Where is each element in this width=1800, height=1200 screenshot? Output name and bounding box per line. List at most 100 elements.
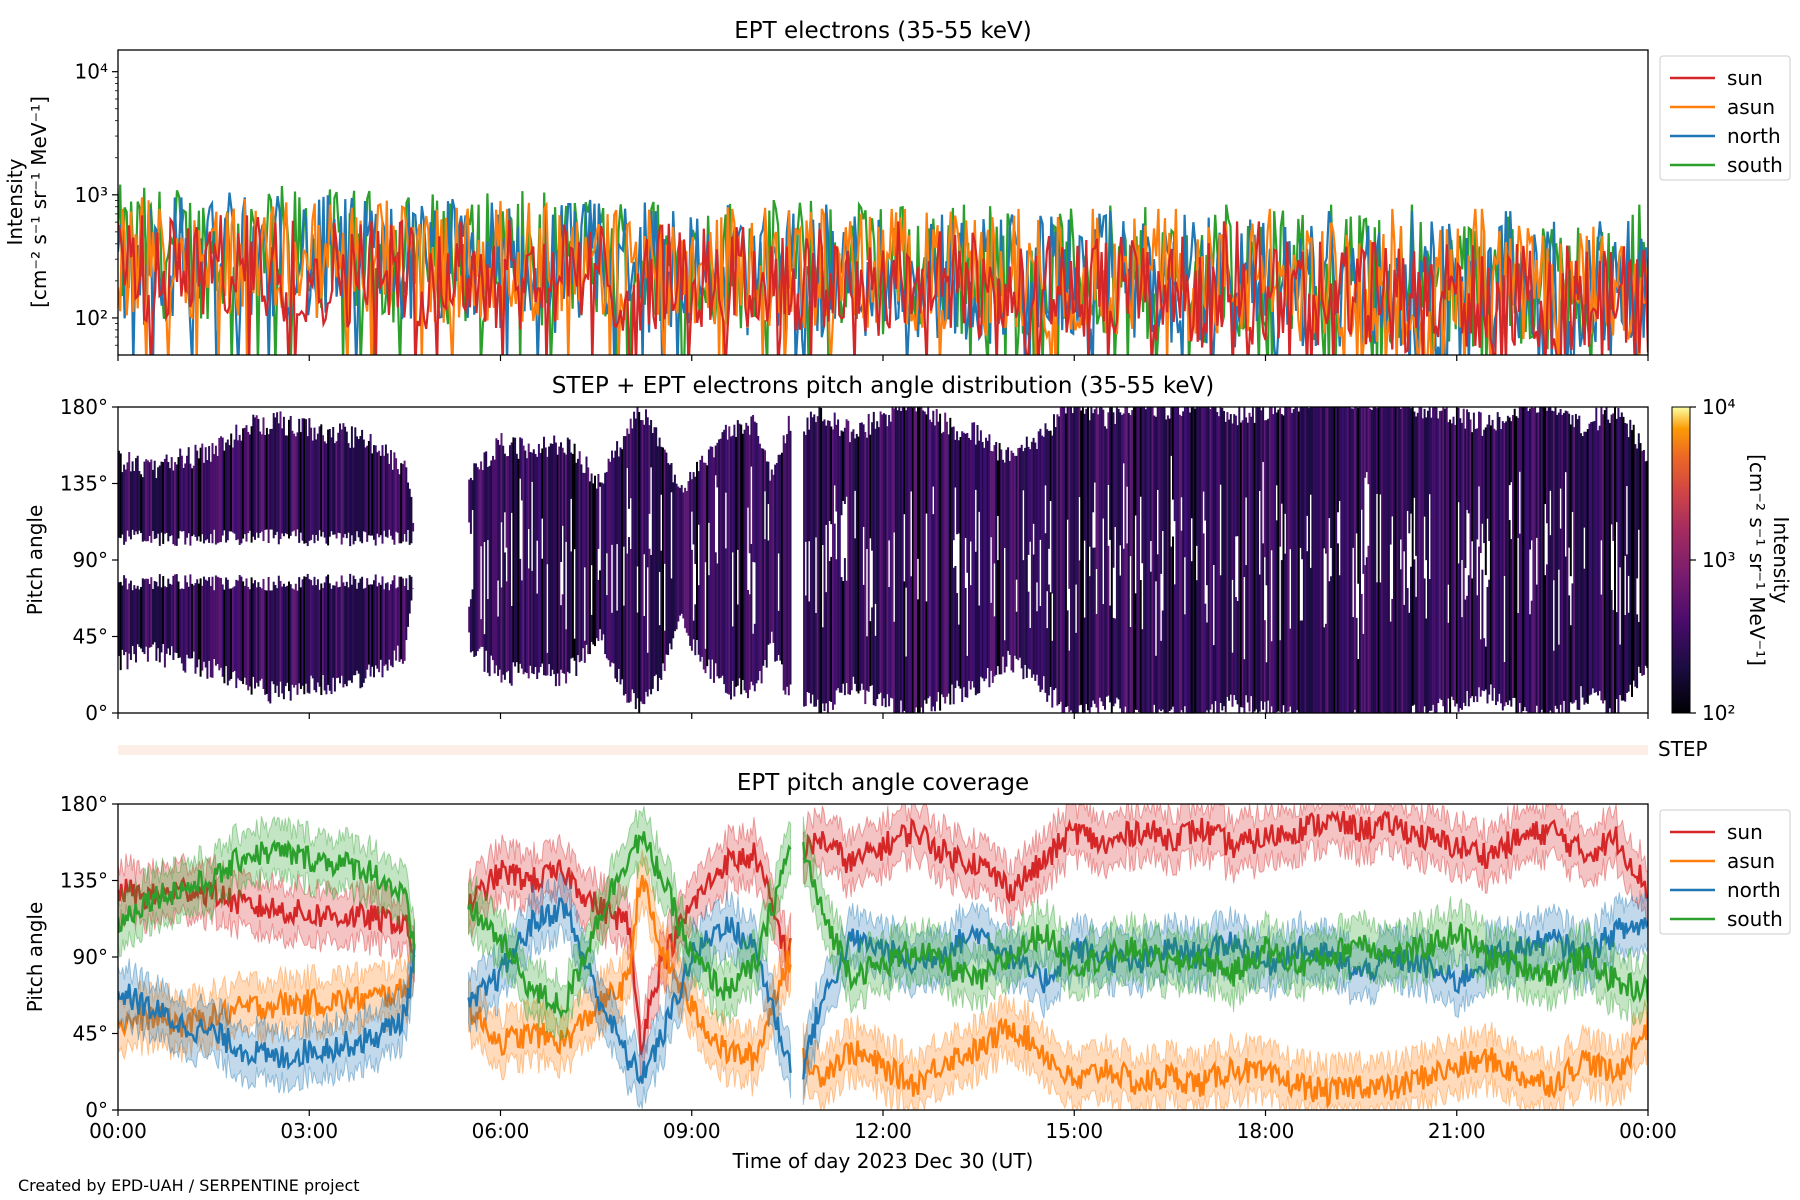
heatmap-cell (400, 576, 403, 660)
heatmap-cell (131, 590, 134, 646)
heatmap-cell (238, 434, 241, 545)
heatmap-cell (1100, 407, 1103, 702)
heatmap-cell (1437, 418, 1440, 704)
heatmap-cell (1386, 407, 1389, 713)
heatmap-cell (407, 482, 409, 530)
heatmap-cell (298, 418, 301, 543)
heatmap-cell (1138, 407, 1140, 713)
heatmap-cell (191, 468, 194, 537)
heatmap-cell (609, 461, 612, 667)
heatmap-cell (1102, 604, 1105, 707)
heatmap-cell (1408, 612, 1411, 713)
heatmap-cell (1377, 407, 1380, 713)
heatmap-cell (869, 621, 872, 687)
coverage-y-label: Pitch angle (23, 902, 47, 1013)
heatmap-cell (1119, 412, 1122, 546)
heatmap-cell (1484, 646, 1487, 690)
heatmap-cell (1467, 575, 1470, 707)
heatmap-cell (471, 589, 474, 652)
heatmap-cell (813, 414, 816, 707)
heatmap-cell (1478, 411, 1480, 487)
heatmap-cell (1612, 413, 1615, 541)
heatmap-cell (1049, 430, 1052, 502)
heatmap-cell (167, 578, 170, 649)
heatmap-cell (1421, 418, 1424, 713)
heatmap-cell (1146, 407, 1149, 713)
heatmap-cell (126, 462, 129, 531)
heatmap-cell (1593, 421, 1596, 693)
heatmap-cell (655, 427, 658, 675)
heatmap-cell (1127, 413, 1130, 713)
heatmap-cell (237, 440, 239, 540)
heatmap-cell (271, 590, 273, 682)
heatmap-cell (660, 550, 663, 680)
heatmap-cell (900, 410, 902, 701)
heatmap-cell (1588, 423, 1591, 696)
heatmap-cell (515, 453, 518, 663)
heatmap-cell (1083, 617, 1086, 713)
heatmap-cell (1219, 575, 1222, 703)
heatmap-cell (925, 601, 928, 704)
heatmap-cell (622, 605, 625, 696)
heatmap-cell (1160, 407, 1163, 574)
heatmap-cell (393, 452, 396, 545)
heatmap-cell (648, 548, 651, 690)
heatmap-cell (1020, 444, 1023, 669)
heatmap-cell (335, 581, 338, 679)
heatmap-cell (1637, 433, 1640, 530)
heatmap-cell (811, 417, 814, 695)
heatmap-cell (1340, 407, 1343, 713)
heatmap-cell (509, 445, 511, 684)
heatmap-cell (1199, 407, 1202, 713)
heatmap-cell (1170, 546, 1173, 710)
heatmap-cell (291, 588, 294, 685)
y-tick-label: 45° (73, 625, 108, 649)
heatmap-cell (408, 575, 411, 614)
heatmap-cell (1556, 414, 1559, 709)
heatmap-cell (1102, 409, 1105, 519)
heatmap-cell (1204, 407, 1207, 521)
heatmap-cell (1495, 430, 1497, 706)
heatmap-cell (877, 427, 880, 695)
heatmap-cell (1580, 433, 1582, 687)
heatmap-cell (590, 614, 593, 643)
heatmap-cell (390, 450, 392, 536)
heatmap-cell (748, 434, 751, 554)
heatmap-cell (1625, 423, 1628, 487)
heatmap-cell (492, 455, 494, 661)
heatmap-cell (1122, 548, 1125, 713)
heatmap-cell (690, 479, 693, 512)
heatmap-cell (818, 407, 821, 713)
heatmap-cell (347, 443, 350, 533)
heatmap-cell (806, 417, 809, 693)
heatmap-cell (1066, 407, 1069, 520)
heatmap-cell (162, 576, 165, 645)
heatmap-cell (605, 471, 608, 554)
heatmap-cell (257, 582, 260, 687)
heatmap-cell (259, 587, 262, 681)
heatmap-cell (1155, 416, 1157, 582)
heatmap-cell (918, 407, 921, 713)
heatmap-cell (1153, 415, 1156, 705)
heatmap-cell (750, 416, 753, 467)
heatmap-cell (862, 424, 865, 527)
heatmap-cell (196, 450, 199, 541)
heatmap-cell (153, 581, 156, 643)
heatmap-cell (643, 424, 646, 555)
heatmap-cell (220, 436, 222, 543)
heatmap-cell (386, 453, 389, 538)
heatmap-cell (957, 624, 960, 687)
heatmap-cell (978, 440, 981, 512)
heatmap-cell (1449, 419, 1452, 713)
heatmap-cell (136, 585, 139, 645)
intensity-y-label: Intensity (3, 158, 27, 245)
heatmap-cell (1457, 407, 1460, 503)
x-tick-label: 03:00 (280, 1119, 338, 1143)
heatmap-cell (560, 605, 562, 670)
heatmap-cell (945, 421, 948, 697)
heatmap-cell (752, 633, 755, 686)
heatmap-cell (1418, 407, 1421, 713)
heatmap-cell (934, 425, 936, 712)
heatmap-cell (1280, 414, 1283, 504)
heatmap-cell (1569, 625, 1572, 703)
